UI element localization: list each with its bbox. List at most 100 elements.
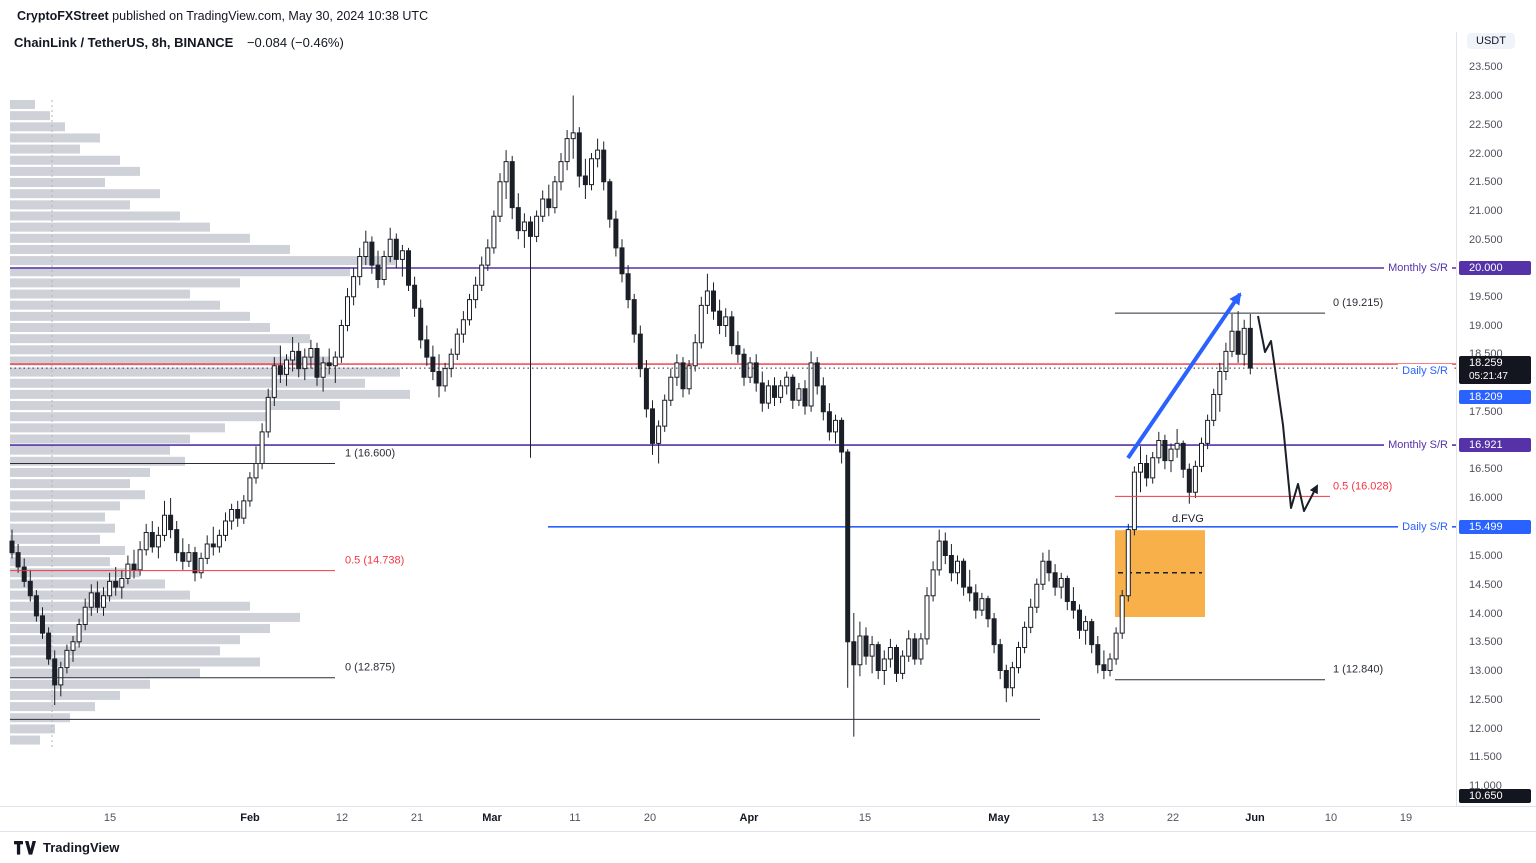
volume-profile-bar <box>10 389 410 399</box>
candle-body <box>918 638 924 660</box>
price-axis-label: 23.000 <box>1469 90 1503 102</box>
candle-body <box>930 569 936 597</box>
candle-body <box>741 353 747 378</box>
volume-profile-bar <box>10 479 130 489</box>
daily-s-r-label[interactable]: Daily S/R <box>1398 364 1452 378</box>
annotation-0-5-16-028-: 0.5 (16.028) <box>1333 480 1392 492</box>
candle-body <box>1131 471 1137 531</box>
bar-countdown: 05:21:47 <box>1469 371 1508 382</box>
volume-profile-bar <box>10 356 330 366</box>
candle-body <box>265 396 271 433</box>
candle-body <box>64 649 70 669</box>
annotation-1-16-600-: 1 (16.600) <box>345 447 395 459</box>
volume-profile-bar <box>10 735 40 745</box>
time-axis-label: 12 <box>335 812 349 824</box>
candle-body <box>412 284 418 309</box>
price-axis-label: 21.500 <box>1469 176 1503 188</box>
volume-profile-bar <box>10 111 50 121</box>
candle-body <box>1016 647 1021 669</box>
candle-body <box>33 595 39 617</box>
candle-body <box>210 543 216 548</box>
candle-body <box>320 362 326 378</box>
candle-body <box>460 319 466 335</box>
candle-body <box>546 198 552 209</box>
candle-body <box>656 425 662 444</box>
candle-body <box>503 161 509 183</box>
candle-body <box>1107 658 1113 671</box>
volume-profile-bar <box>10 222 210 232</box>
monthly-s-r-label[interactable]: Monthly S/R <box>1384 261 1452 275</box>
candle-body <box>680 362 686 390</box>
candle-body <box>802 388 808 407</box>
candle-body <box>284 359 289 375</box>
chart-canvas[interactable]: 1 (16.600) 0.5 (14.738) 0 (12.875) 0 (19.21… <box>0 0 1456 806</box>
price-axis-label: 13.500 <box>1469 636 1503 648</box>
time-axis[interactable]: 15 Feb 12 21 Mar 11 20 Apr 15 May 13 22 Jun 10 19 <box>0 806 1536 831</box>
candle-body <box>1125 529 1131 597</box>
candle-body <box>1168 448 1174 462</box>
price-axis[interactable]: USDT 23.500 23.000 22.500 22.000 21.500 21.00… <box>1456 0 1536 806</box>
candle-body <box>155 534 161 548</box>
trend-arrow[interactable] <box>1126 292 1242 460</box>
volume-profile-bar <box>10 445 170 455</box>
candle-body <box>277 365 283 375</box>
candle-body <box>839 419 845 453</box>
candle-body <box>235 509 241 519</box>
candle-body <box>1113 632 1119 660</box>
volume-profile-bar <box>10 233 250 243</box>
candle-body <box>948 555 954 574</box>
candle-body <box>168 514 174 531</box>
volume-profile-bar <box>10 144 80 154</box>
candle-body <box>759 382 765 404</box>
price-axis-label: 16.500 <box>1469 463 1503 475</box>
volume-profile-bar <box>10 155 120 165</box>
time-axis-label: Mar <box>482 812 502 824</box>
candle-body <box>515 207 521 232</box>
candle-body <box>973 592 979 611</box>
candle-body <box>131 563 137 571</box>
candle-body <box>192 552 198 574</box>
candle-body <box>406 250 411 286</box>
volume-profile-bar <box>10 423 225 433</box>
candle-body <box>1150 457 1156 479</box>
publisher-link[interactable]: CryptoFXStreet <box>17 9 109 23</box>
candle-body <box>1211 394 1217 421</box>
candle-body <box>204 543 210 559</box>
candle-body <box>668 376 674 401</box>
tradingview-logo[interactable] <box>14 840 36 855</box>
volume-profile-bar <box>10 534 100 544</box>
symbol-title: ChainLink / TetherUS, 8h, BINANCE <box>14 35 234 50</box>
candle-body <box>936 540 942 571</box>
price-level-badge: 16.921 <box>1459 438 1531 452</box>
volume-profile-bar <box>10 367 400 377</box>
candle-body <box>784 376 790 387</box>
projection-path[interactable] <box>1257 315 1318 512</box>
time-axis-label: 22 <box>1166 812 1180 824</box>
volume-profile-bar <box>10 133 100 143</box>
candle-body <box>1156 440 1162 459</box>
price-axis-label: 21.000 <box>1469 205 1503 217</box>
daily-s-r-label[interactable]: Daily S/R <box>1398 520 1452 534</box>
candle-body <box>1247 327 1253 369</box>
candle-body <box>1192 465 1198 493</box>
chart-legend[interactable]: ChainLink / TetherUS, 8h, BINANCE −0.084… <box>14 35 344 50</box>
volume-profile-bar <box>10 256 395 266</box>
candle-body <box>491 215 497 249</box>
candle-body <box>473 284 479 301</box>
candle-body <box>1064 578 1070 602</box>
monthly-s-r-label[interactable]: Monthly S/R <box>1384 438 1452 452</box>
candle-body <box>985 598 991 620</box>
volume-profile-bar <box>10 456 185 466</box>
candle-body <box>1058 578 1064 588</box>
candle-body <box>521 221 527 232</box>
volume-profile-bar <box>10 278 240 288</box>
candle-body <box>1119 595 1125 634</box>
volume-profile-bar <box>10 467 150 477</box>
candle-body <box>674 362 680 378</box>
time-axis-label: May <box>988 812 1010 824</box>
brand-name[interactable]: TradingView <box>43 840 120 855</box>
candle-body <box>1028 606 1034 628</box>
volume-profile-bar <box>10 211 180 221</box>
volume-profile-bar <box>10 378 365 388</box>
time-axis-label: Feb <box>240 812 260 824</box>
